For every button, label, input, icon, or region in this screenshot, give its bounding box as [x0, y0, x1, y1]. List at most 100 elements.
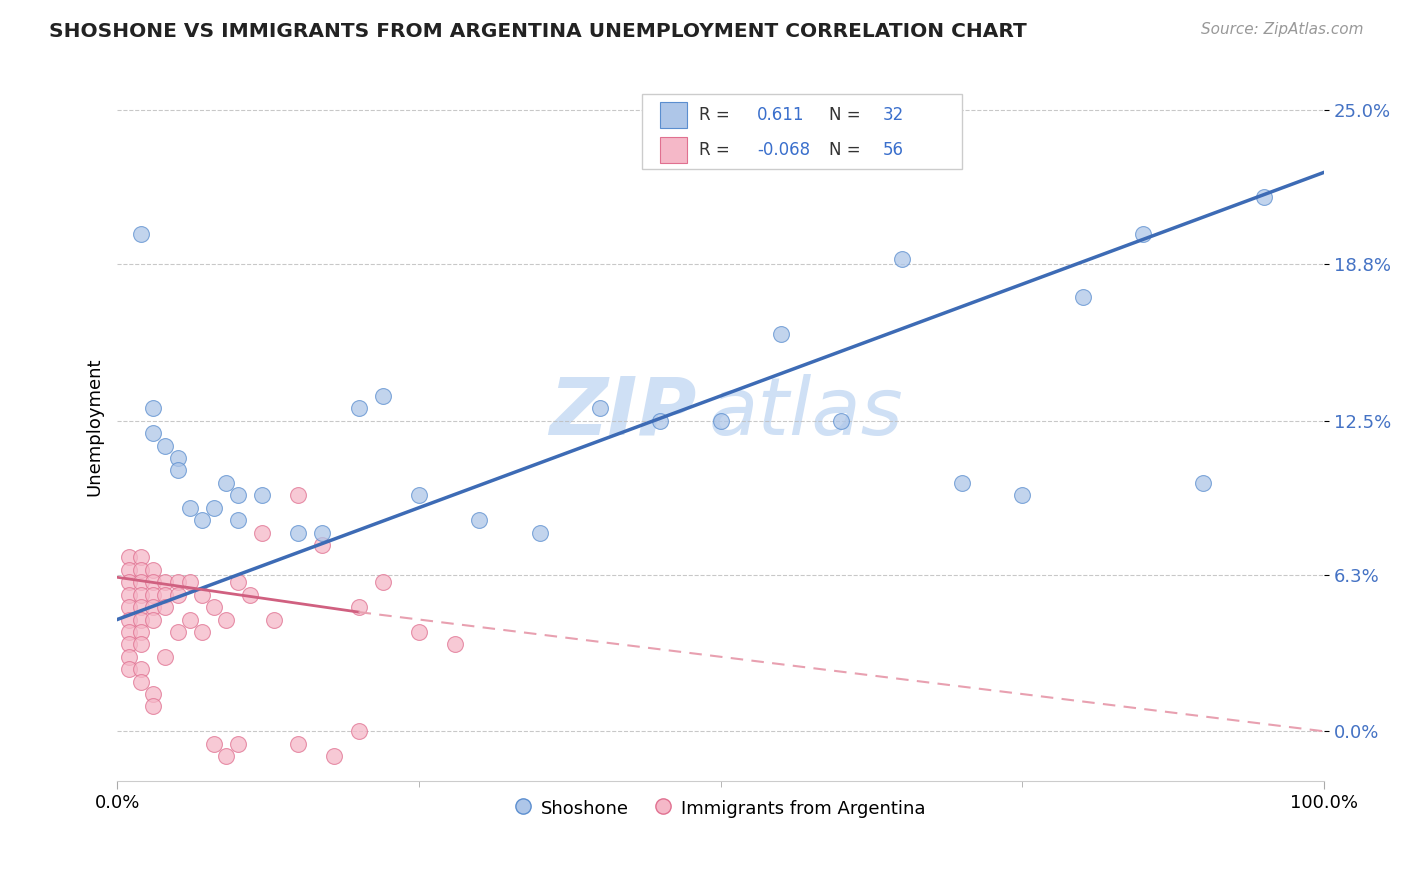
Point	[118, 588, 141, 602]
Point	[226, 737, 249, 751]
Point	[118, 550, 141, 565]
Point	[131, 575, 153, 590]
Point	[118, 613, 141, 627]
Point	[166, 624, 188, 639]
Point	[468, 513, 491, 527]
Point	[202, 600, 225, 615]
Point	[166, 450, 188, 465]
Point	[1192, 475, 1215, 490]
Point	[226, 575, 249, 590]
Point	[179, 500, 201, 515]
Point	[287, 525, 309, 540]
Point	[131, 588, 153, 602]
Text: 56: 56	[883, 141, 903, 159]
Point	[1071, 289, 1094, 303]
FancyBboxPatch shape	[643, 95, 962, 169]
Point	[142, 613, 165, 627]
Point	[190, 588, 212, 602]
Point	[444, 637, 467, 651]
Text: SHOSHONE VS IMMIGRANTS FROM ARGENTINA UNEMPLOYMENT CORRELATION CHART: SHOSHONE VS IMMIGRANTS FROM ARGENTINA UN…	[49, 22, 1026, 41]
Legend: Shoshone, Immigrants from Argentina: Shoshone, Immigrants from Argentina	[509, 791, 934, 825]
Text: atlas: atlas	[709, 374, 903, 452]
Point	[287, 488, 309, 502]
Point	[142, 699, 165, 714]
Point	[347, 600, 370, 615]
Point	[202, 500, 225, 515]
Point	[142, 563, 165, 577]
Point	[142, 401, 165, 416]
Point	[250, 488, 273, 502]
Point	[1132, 227, 1154, 242]
Point	[371, 575, 394, 590]
Text: Source: ZipAtlas.com: Source: ZipAtlas.com	[1201, 22, 1364, 37]
Text: N =: N =	[830, 106, 866, 124]
Point	[287, 737, 309, 751]
Text: 32: 32	[883, 106, 904, 124]
Text: R =: R =	[699, 141, 735, 159]
Point	[166, 463, 188, 477]
Point	[890, 252, 912, 267]
Point	[529, 525, 551, 540]
Y-axis label: Unemployment: Unemployment	[86, 358, 103, 496]
Point	[131, 227, 153, 242]
Point	[118, 637, 141, 651]
FancyBboxPatch shape	[661, 136, 686, 163]
Point	[118, 649, 141, 664]
Point	[131, 600, 153, 615]
Point	[202, 737, 225, 751]
Point	[155, 575, 177, 590]
Point	[408, 624, 430, 639]
Point	[239, 588, 262, 602]
Text: 0.611: 0.611	[756, 106, 804, 124]
Point	[215, 475, 238, 490]
Point	[142, 588, 165, 602]
Point	[131, 637, 153, 651]
Text: ZIP: ZIP	[550, 374, 696, 452]
Point	[131, 563, 153, 577]
Point	[131, 662, 153, 676]
Point	[118, 563, 141, 577]
Point	[190, 624, 212, 639]
Point	[179, 613, 201, 627]
Point	[155, 600, 177, 615]
Point	[131, 674, 153, 689]
Point	[950, 475, 973, 490]
Point	[371, 389, 394, 403]
Point	[408, 488, 430, 502]
Point	[118, 575, 141, 590]
Point	[142, 426, 165, 441]
Point	[118, 662, 141, 676]
Point	[263, 613, 285, 627]
Point	[155, 439, 177, 453]
Point	[650, 414, 672, 428]
Point	[155, 649, 177, 664]
Point	[131, 613, 153, 627]
Point	[215, 613, 238, 627]
Point	[347, 401, 370, 416]
Point	[226, 513, 249, 527]
Point	[250, 525, 273, 540]
Point	[131, 624, 153, 639]
Point	[142, 575, 165, 590]
Point	[179, 575, 201, 590]
Point	[1011, 488, 1033, 502]
Point	[155, 588, 177, 602]
Point	[166, 588, 188, 602]
Point	[347, 724, 370, 739]
Point	[323, 749, 346, 764]
Point	[311, 525, 333, 540]
Point	[1253, 190, 1275, 204]
Point	[118, 624, 141, 639]
Point	[830, 414, 852, 428]
Point	[710, 414, 733, 428]
Text: N =: N =	[830, 141, 866, 159]
Point	[769, 326, 792, 341]
Point	[215, 749, 238, 764]
Point	[226, 488, 249, 502]
Point	[142, 687, 165, 701]
Point	[190, 513, 212, 527]
Point	[311, 538, 333, 552]
Text: -0.068: -0.068	[756, 141, 810, 159]
Text: R =: R =	[699, 106, 735, 124]
Point	[142, 600, 165, 615]
